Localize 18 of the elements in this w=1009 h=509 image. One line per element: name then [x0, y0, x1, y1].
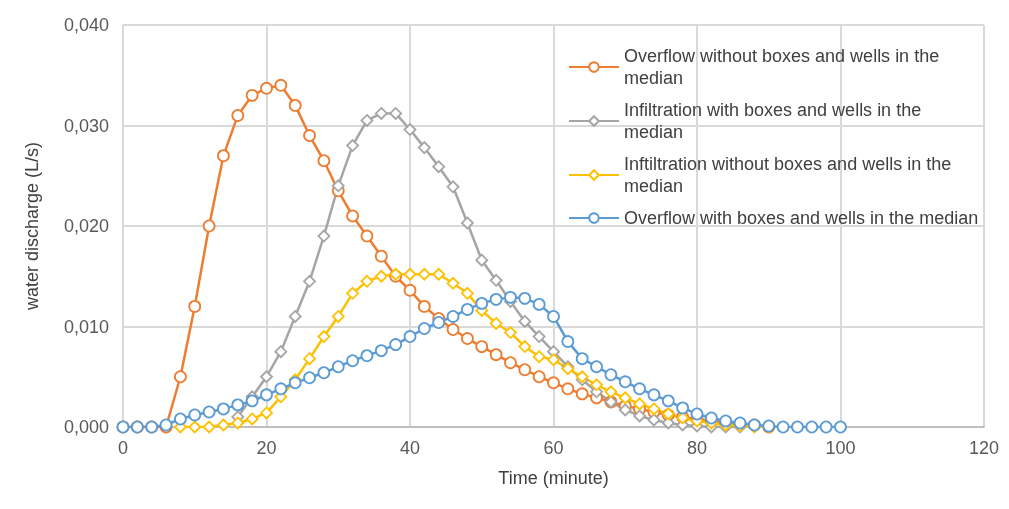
x-tick-label: 0 [117, 438, 129, 458]
x-tick-label: 60 [543, 438, 564, 458]
x-tick-label: 40 [399, 438, 421, 458]
x-tick-label: 120 [968, 438, 1000, 458]
legend-label: Overflow with boxes and wells in the median [624, 208, 979, 228]
legend-label: Inftiltration without boxes and wells in the median [624, 154, 957, 196]
y-tick-label: 0,020 [63, 216, 109, 236]
x-axis-title: Time (minute) [498, 468, 609, 488]
x-tick-label: 20 [256, 438, 277, 458]
legend-label: Overflow without boxes and wells in the median [624, 46, 945, 88]
y-tick-label: 0,000 [63, 417, 109, 437]
legend-label: Infiltration with boxes and wells in the median [624, 100, 927, 142]
y-tick-label: 0,030 [63, 115, 109, 136]
x-tick-label: 100 [825, 438, 856, 458]
y-tick-label: 0,010 [63, 316, 109, 337]
y-axis-title: water discharge (L/s) [22, 141, 42, 312]
y-tick-label: 0,040 [63, 15, 109, 35]
x-tick-label: 80 [686, 438, 708, 458]
